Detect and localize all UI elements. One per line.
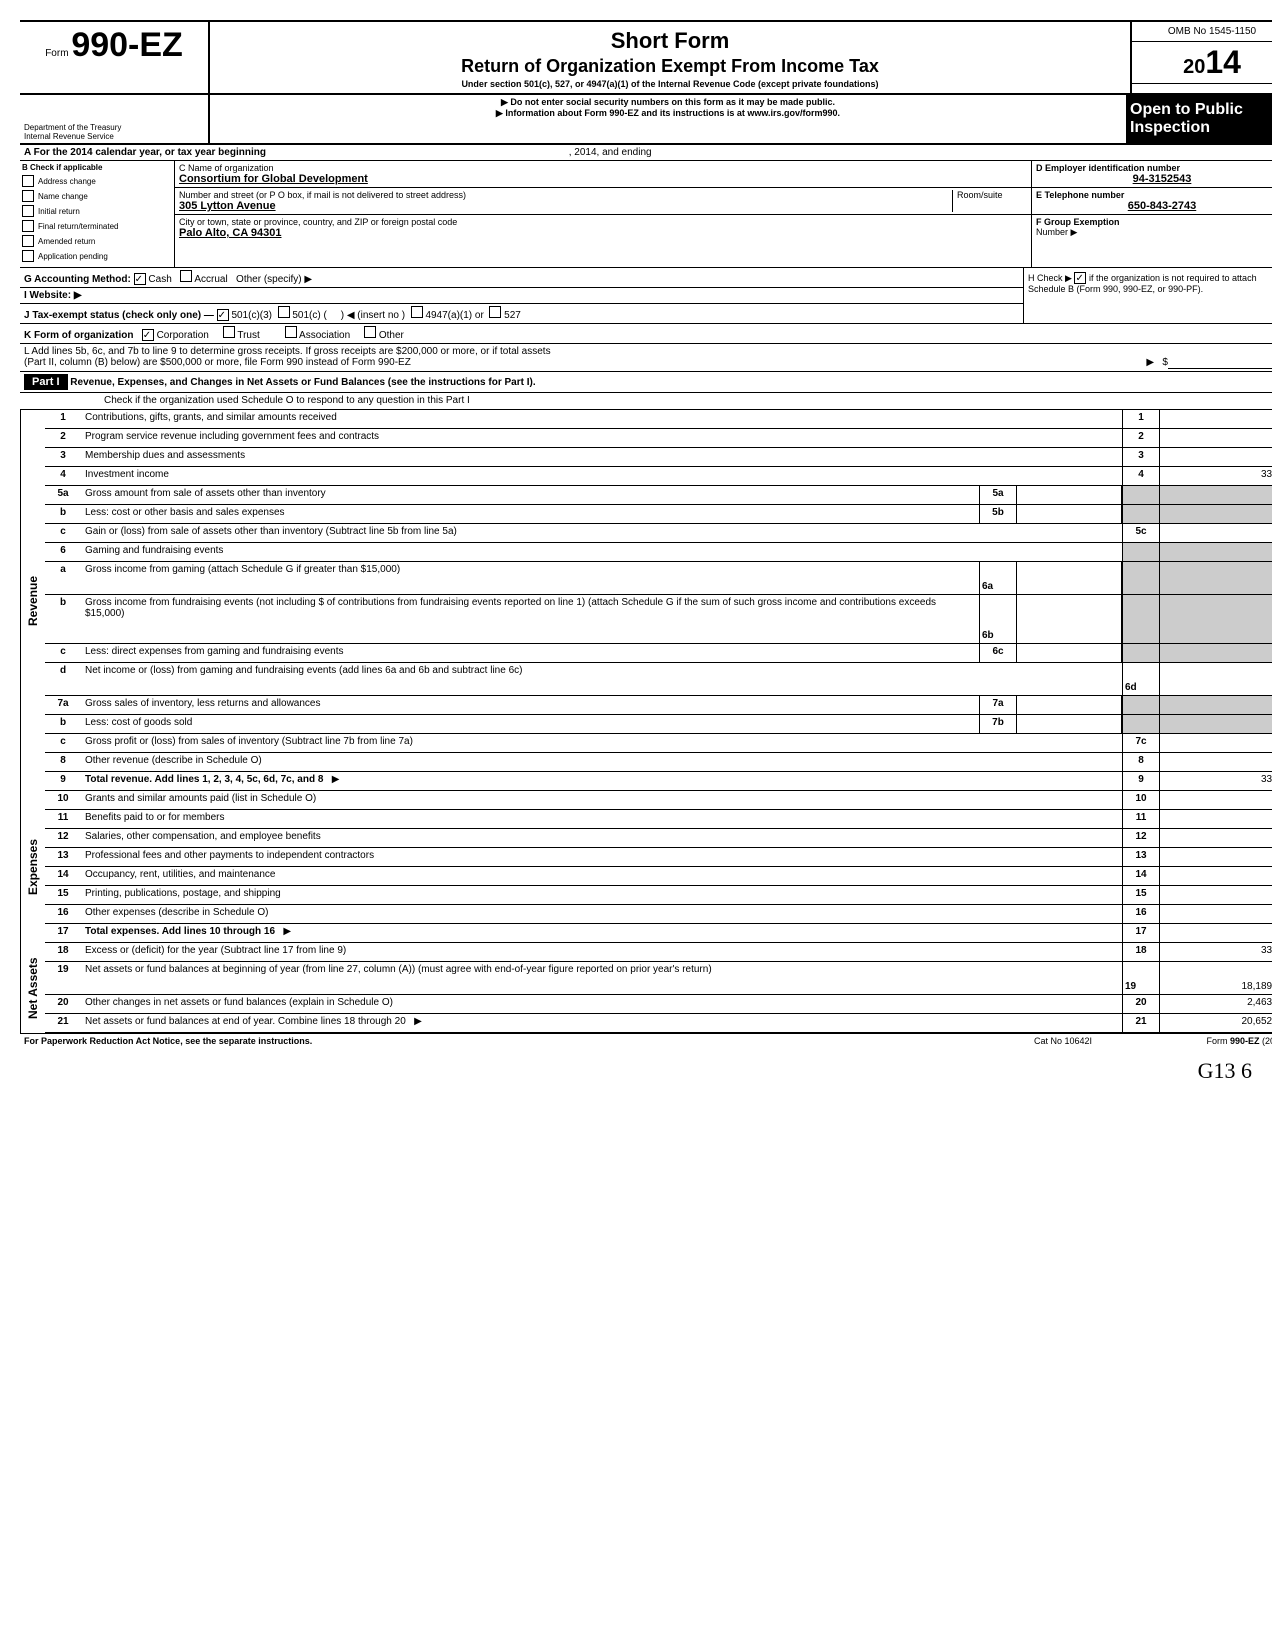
footer-right: Form 990-EZ (2014)	[1138, 1036, 1272, 1046]
city: Palo Alto, CA 94301	[179, 227, 1027, 239]
val-8	[1159, 753, 1272, 771]
header-center: Short Form Return of Organization Exempt…	[210, 22, 1132, 93]
val-11	[1159, 810, 1272, 828]
b-header: B Check if applicable	[22, 163, 172, 172]
check-pending[interactable]: Application pending	[22, 250, 172, 262]
footer: For Paperwork Reduction Act Notice, see …	[20, 1033, 1272, 1048]
col-b: B Check if applicable Address change Nam…	[20, 161, 175, 267]
subtext: Under section 501(c), 527, or 4947(a)(1)…	[218, 79, 1122, 89]
val-15	[1159, 886, 1272, 904]
501c3-checkbox[interactable]	[217, 309, 229, 321]
val-20: 2,463 86	[1159, 995, 1272, 1013]
check-initial[interactable]: Initial return	[22, 205, 172, 217]
section-bc: B Check if applicable Address change Nam…	[20, 161, 1272, 268]
e-row: E Telephone number 650-843-2743	[1032, 188, 1272, 215]
c-name-row: C Name of organization Consortium for Gl…	[175, 161, 1031, 188]
check-amended[interactable]: Amended return	[22, 235, 172, 247]
c-street-row: Number and street (or P O box, if mail i…	[175, 188, 1031, 215]
street: 305 Lytton Avenue	[179, 200, 952, 212]
accrual-checkbox[interactable]	[180, 270, 192, 282]
col-right: D Employer identification number 94-3152…	[1032, 161, 1272, 267]
handwritten: G13 6	[20, 1048, 1272, 1094]
footer-left: For Paperwork Reduction Act Notice, see …	[24, 1036, 988, 1046]
dept-row: Department of the Treasury Internal Reve…	[20, 95, 1272, 145]
ein: 94-3152543	[1036, 173, 1272, 185]
val-7c	[1159, 734, 1272, 752]
val-10	[1159, 791, 1272, 809]
c-city-row: City or town, state or province, country…	[175, 215, 1031, 241]
cash-checkbox[interactable]	[134, 273, 146, 285]
val-21: 20,652.86	[1159, 1014, 1272, 1032]
l-value: 0	[1168, 357, 1272, 369]
val-4: 33 22	[1159, 467, 1272, 485]
val-16	[1159, 905, 1272, 923]
netassets-section: Net Assets 18Excess or (deficit) for the…	[20, 943, 1272, 1033]
check-final[interactable]: Final return/terminated	[22, 220, 172, 232]
row-l: L Add lines 5b, 6c, and 7b to line 9 to …	[20, 344, 1272, 372]
info: ▶ Information about Form 990-EZ and its …	[212, 108, 1124, 119]
val-1	[1159, 410, 1272, 428]
val-17: 0	[1159, 924, 1272, 942]
val-3	[1159, 448, 1272, 466]
val-5c	[1159, 524, 1272, 542]
val-13	[1159, 848, 1272, 866]
warning: ▶ Do not enter social security numbers o…	[212, 97, 1124, 108]
val-9: 33.22	[1159, 772, 1272, 790]
header-row: Form 990-EZ Short Form Return of Organiz…	[20, 20, 1272, 95]
header-right: OMB No 1545-1150 2014	[1132, 22, 1272, 93]
part1-header: Part I Revenue, Expenses, and Changes in…	[20, 372, 1272, 393]
year: 2014	[1132, 42, 1272, 84]
title: Short Form	[218, 28, 1122, 54]
val-18: 33 22	[1159, 943, 1272, 961]
revenue-label: Revenue	[20, 410, 45, 791]
subtitle: Return of Organization Exempt From Incom…	[218, 56, 1122, 77]
h-checkbox[interactable]	[1074, 272, 1086, 284]
dept: Department of the Treasury	[24, 123, 204, 132]
dept-center: ▶ Do not enter social security numbers o…	[210, 95, 1128, 143]
expenses-label: Expenses	[20, 791, 45, 943]
netassets-label: Net Assets	[20, 943, 45, 1033]
phone: 650-843-2743	[1036, 200, 1272, 212]
row-k: K Form of organization Corporation Trust…	[20, 324, 1272, 344]
row-i: I Website: ▶	[20, 288, 1023, 304]
form-label: Form	[45, 48, 68, 59]
corp-checkbox[interactable]	[142, 329, 154, 341]
check-name[interactable]: Name change	[22, 190, 172, 202]
org-name: Consortium for Global Development	[179, 173, 1027, 185]
open-public: Open to Public Inspection	[1128, 95, 1272, 143]
row-h: H Check ▶ if the organization is not req…	[1023, 268, 1272, 323]
irs: Internal Revenue Service	[24, 132, 204, 141]
revenue-section: Revenue 1Contributions, gifts, grants, a…	[20, 410, 1272, 791]
val-6d	[1159, 663, 1272, 695]
form-990ez-container: Form 990-EZ Short Form Return of Organiz…	[20, 20, 1272, 1094]
col-c: C Name of organization Consortium for Gl…	[175, 161, 1032, 267]
d-row: D Employer identification number 94-3152…	[1032, 161, 1272, 188]
val-12	[1159, 829, 1272, 847]
part1-check: Check if the organization used Schedule …	[20, 393, 1272, 410]
val-14	[1159, 867, 1272, 885]
omb: OMB No 1545-1150	[1132, 22, 1272, 42]
header-left: Form 990-EZ	[20, 22, 210, 93]
row-g: G Accounting Method: Cash Accrual Other …	[20, 268, 1023, 288]
f-row: F Group Exemption Number ▶	[1032, 215, 1272, 240]
expenses-section: Expenses 10Grants and similar amounts pa…	[20, 791, 1272, 943]
form-number: 990-EZ	[71, 26, 183, 64]
row-a: A For the 2014 calendar year, or tax yea…	[20, 145, 1272, 161]
val-19: 18,189 00	[1159, 962, 1272, 994]
check-address[interactable]: Address change	[22, 175, 172, 187]
dept-left: Department of the Treasury Internal Reve…	[20, 95, 210, 143]
row-j: J Tax-exempt status (check only one) — 5…	[20, 304, 1023, 323]
footer-mid: Cat No 10642I	[988, 1036, 1138, 1046]
val-2	[1159, 429, 1272, 447]
